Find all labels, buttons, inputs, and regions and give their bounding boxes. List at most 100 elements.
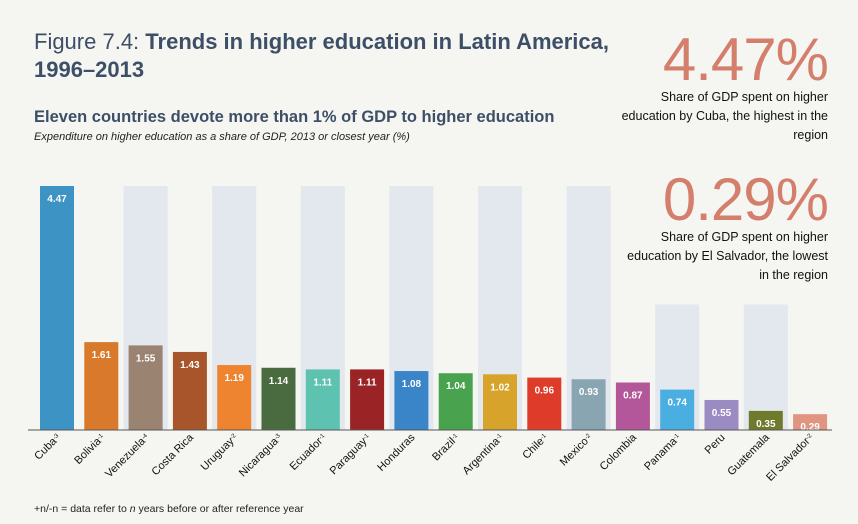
bar xyxy=(527,377,562,430)
bar-value-label: 4.47 xyxy=(47,194,67,205)
bar xyxy=(793,414,828,430)
x-tick-label-name: Peru xyxy=(703,432,728,457)
chart-subtitle: Eleven countries devote more than 1% of … xyxy=(34,108,555,126)
bar-value-label: 1.43 xyxy=(180,360,200,371)
x-tick-label: Argentina-1 xyxy=(461,433,504,478)
x-tick-label-text: Chile-1 xyxy=(520,431,550,461)
x-tick-label-superscript: -1 xyxy=(362,433,370,441)
x-tick-label: Nicaragua-3 xyxy=(237,431,285,480)
bar xyxy=(217,365,252,430)
bar xyxy=(438,373,473,430)
x-tick-label-name: Paraguay xyxy=(328,435,370,477)
x-tick-label-text: Mexico-2 xyxy=(558,431,595,468)
x-tick-label-text: Uruguay-2 xyxy=(199,431,241,473)
x-tick-label-text: El Salvador-2 xyxy=(764,431,817,484)
bar-value-label: 0.74 xyxy=(667,398,687,409)
x-tick-label: Honduras xyxy=(375,431,418,474)
x-tick-label: Colombia xyxy=(598,431,640,473)
x-tick-label: Bolivia-1 xyxy=(72,431,108,467)
x-tick-label: Chile-1 xyxy=(520,431,550,462)
x-tick-label-superscript: -1 xyxy=(318,433,326,441)
x-tick-label-text: Colombia xyxy=(598,431,640,473)
x-tick-label-superscript: -1 xyxy=(97,433,105,441)
bar xyxy=(394,371,429,430)
x-tick-label-superscript: -1 xyxy=(540,433,548,441)
bar-value-label: 1.04 xyxy=(446,381,466,392)
x-tick-label-text: Guatemala xyxy=(725,431,772,478)
x-tick-label-name: Argentina xyxy=(461,435,503,477)
x-tick-label-superscript: -3 xyxy=(274,433,282,441)
bar-value-label: 0.55 xyxy=(712,408,732,419)
x-tick-label-name: Panama xyxy=(642,435,680,473)
x-tick-label: Cuba-3 xyxy=(32,431,63,463)
x-tick-label: Brazil-1 xyxy=(430,431,462,464)
bar-value-label: 1.19 xyxy=(224,373,244,384)
stat-highest-value: 4.47% xyxy=(662,26,829,93)
x-tick-label-text: Bolivia-1 xyxy=(72,431,108,467)
x-tick-label-text: Nicaragua-3 xyxy=(237,431,285,479)
x-tick-label-superscript: -2 xyxy=(584,433,592,441)
x-tick-label: Guatemala xyxy=(725,431,772,478)
x-tick-label: Uruguay-2 xyxy=(199,431,241,474)
x-tick-label: Panama-1 xyxy=(642,431,684,473)
x-tick-label-name: Ecuador xyxy=(288,435,326,473)
x-tick-label-name: Colombia xyxy=(598,431,640,473)
bar-value-label: 1.61 xyxy=(92,350,112,361)
footnote: +n/-n = data refer to n years before or … xyxy=(34,503,304,515)
x-tick-label-name: Nicaragua xyxy=(237,435,282,480)
bar-value-label: 1.11 xyxy=(358,377,377,388)
x-tick-label-superscript: -2 xyxy=(805,433,813,441)
bar-value-label: 1.08 xyxy=(402,379,422,390)
bar xyxy=(128,345,163,430)
bar-value-label: 1.14 xyxy=(269,376,289,387)
x-tick-label-superscript: -1 xyxy=(495,433,503,441)
x-tick-label-superscript: -1 xyxy=(451,433,459,441)
figure-title: Figure 7.4: Trends in higher education i… xyxy=(34,28,614,84)
x-tick-label-name: Costa Rica xyxy=(149,431,196,478)
x-tick-label-text: Peru xyxy=(703,432,728,457)
chart-caption: Expenditure on higher education as a sha… xyxy=(34,131,410,143)
figure-title-prefix: Figure 7.4: xyxy=(34,29,140,54)
x-tick-label-superscript: -1 xyxy=(672,433,680,441)
x-tick-label-text: Honduras xyxy=(375,431,418,474)
figure-title-main: Trends in higher education in Latin Amer… xyxy=(34,29,610,82)
x-tick-label-text: Cuba-3 xyxy=(32,431,63,462)
x-tick-label: Venezuela-4 xyxy=(103,431,152,481)
bar-value-label: 0.93 xyxy=(579,387,599,398)
x-tick-label-name: Honduras xyxy=(375,431,418,474)
bar xyxy=(748,410,783,430)
bar xyxy=(261,367,296,430)
bar xyxy=(172,351,207,430)
x-tick-label-name: Venezuela xyxy=(103,435,148,480)
footnote-prefix: +n/-n xyxy=(34,503,59,515)
x-tick-label-superscript: -3 xyxy=(52,433,60,441)
bar xyxy=(305,369,340,430)
stat-lowest-value: 0.29% xyxy=(662,166,829,233)
footnote-suffix: years before or after reference year xyxy=(135,503,304,515)
x-tick-label: Costa Rica xyxy=(149,431,196,478)
background-column xyxy=(743,304,788,430)
bar xyxy=(571,379,606,430)
x-tick-label-name: Uruguay xyxy=(199,435,237,473)
x-tick-label: Mexico-2 xyxy=(558,431,595,469)
x-tick-label-name: El Salvador xyxy=(764,435,812,483)
x-tick-label-text: Costa Rica xyxy=(149,431,196,478)
x-tick-label-text: Panama-1 xyxy=(642,431,684,473)
bar xyxy=(615,382,650,430)
bar-value-label: 1.11 xyxy=(313,377,332,388)
bar-value-label: 1.55 xyxy=(136,353,156,364)
bar xyxy=(660,389,695,430)
bar xyxy=(350,369,385,430)
bar-value-label: 0.87 xyxy=(623,391,643,402)
x-tick-label-name: Guatemala xyxy=(725,431,772,478)
bar-value-label: 0.96 xyxy=(535,386,555,397)
x-tick-label: Ecuador-1 xyxy=(288,433,327,473)
bar xyxy=(40,186,74,430)
x-tick-label-superscript: -4 xyxy=(141,433,149,441)
bar-value-label: 0.35 xyxy=(756,419,776,430)
footnote-mid: = data refer to xyxy=(58,503,130,515)
x-tick-label-text: Venezuela-4 xyxy=(103,431,152,480)
x-tick-label-text: Brazil-1 xyxy=(430,431,462,463)
x-tick-label-text: Paraguay-1 xyxy=(328,431,374,477)
footnote-n: n xyxy=(129,503,136,515)
